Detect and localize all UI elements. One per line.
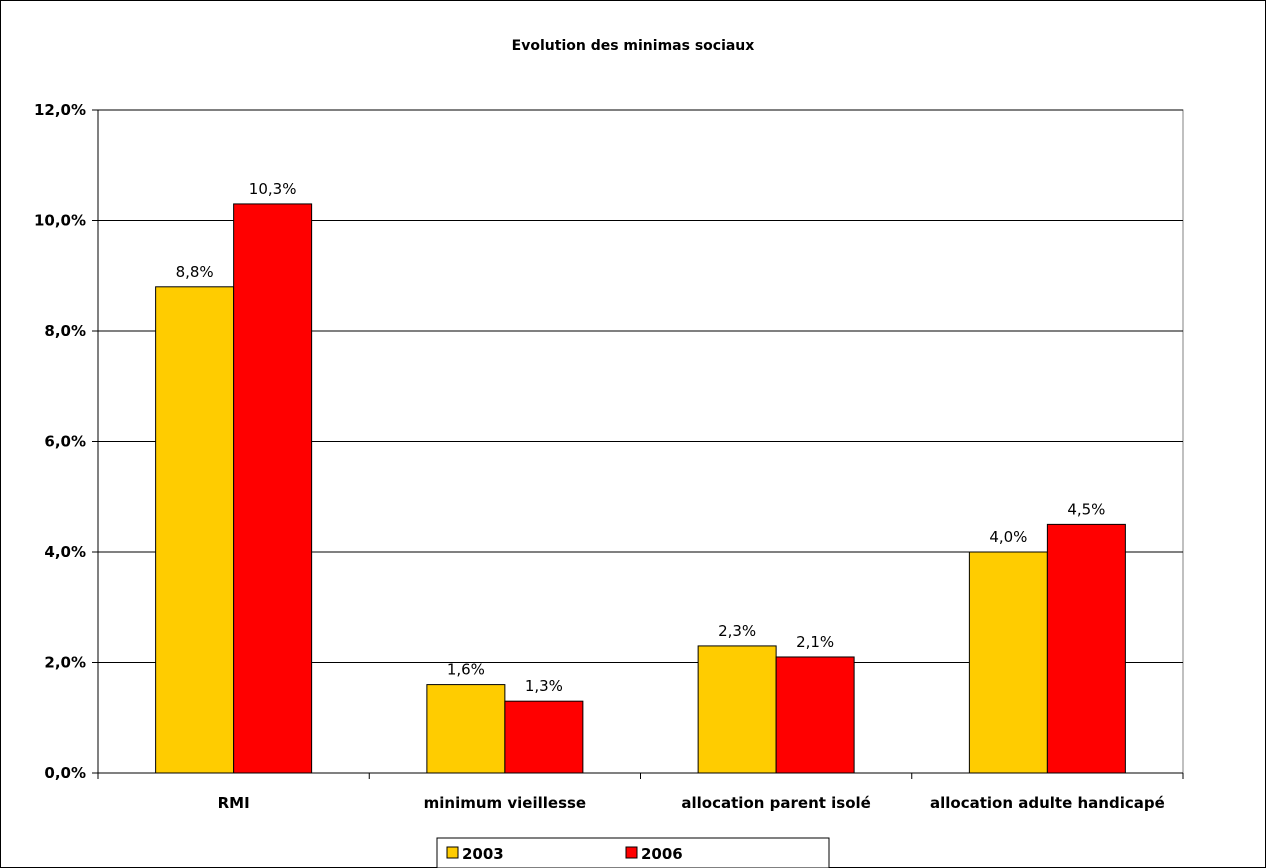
- legend-swatch-2003: [446, 846, 459, 859]
- y-tick-label: 12,0%: [34, 101, 86, 119]
- data-label: 8,8%: [176, 263, 214, 281]
- y-tick-label: 4,0%: [44, 543, 86, 561]
- x-tick-label: RMI: [218, 794, 250, 812]
- legend-label: 2006: [641, 845, 683, 863]
- bar-2006-2[interactable]: [775, 656, 855, 774]
- chart-title: Evolution des minimas sociaux: [512, 38, 755, 54]
- y-tick-label: 10,0%: [34, 212, 86, 230]
- data-label: 4,5%: [1067, 500, 1105, 518]
- y-tick-label: 2,0%: [44, 654, 86, 672]
- data-label: 1,3%: [525, 677, 563, 695]
- legend-label: 2003: [462, 845, 504, 863]
- legend-swatch-2006: [625, 846, 638, 859]
- bar-2006-3[interactable]: [1046, 523, 1126, 774]
- bar-2003-1[interactable]: [426, 684, 506, 774]
- bar-2006-1[interactable]: [504, 700, 584, 774]
- plot-area: 0,0% 2,0% 4,0% 6,0% 8,0% 10,0% 12,0% 8,8% 10,3% R…: [34, 101, 1184, 812]
- y-tick-label: 0,0%: [44, 764, 86, 782]
- data-label: 1,6%: [447, 661, 485, 679]
- x-tick-label: allocation adulte handicapé: [930, 794, 1165, 812]
- bar-2003-2[interactable]: [697, 645, 777, 774]
- x-tick-label: allocation parent isolé: [681, 794, 870, 812]
- bar-2003-3[interactable]: [968, 551, 1048, 774]
- data-label: 2,1%: [796, 633, 834, 651]
- data-label: 4,0%: [989, 528, 1027, 546]
- bar-2003-0[interactable]: [155, 286, 235, 774]
- data-label: 2,3%: [718, 622, 756, 640]
- y-tick-label: 6,0%: [44, 433, 86, 451]
- y-tick-label: 8,0%: [44, 322, 86, 340]
- bar-2006-0[interactable]: [233, 203, 313, 774]
- legend: 2003 2006: [436, 837, 830, 868]
- data-label: 10,3%: [249, 180, 297, 198]
- x-tick-label: minimum vieillesse: [424, 794, 586, 812]
